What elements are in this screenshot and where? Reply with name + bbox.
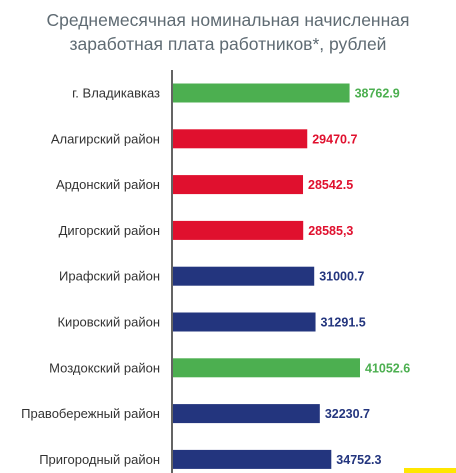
value-label-5: 31291.5 [321, 316, 366, 330]
category-label-6: Моздокский район [49, 360, 160, 375]
value-label-0: 38762.9 [355, 87, 400, 101]
decorative-corner-mark [404, 468, 456, 473]
category-label-5: Кировский район [57, 315, 160, 330]
bar-7 [173, 404, 320, 424]
value-label-2: 28542.5 [308, 178, 353, 192]
category-label-2: Ардонский район [56, 177, 160, 192]
value-label-4: 31000.7 [319, 270, 364, 284]
bar-2 [173, 175, 304, 195]
bar-6 [173, 358, 360, 378]
value-label-1: 29470.7 [312, 132, 357, 146]
bar-8 [173, 449, 332, 469]
category-label-8: Пригородный район [39, 452, 160, 467]
bar-3 [173, 220, 304, 240]
value-label-7: 32230.7 [325, 407, 370, 421]
category-label-3: Дигорский район [59, 223, 160, 238]
bar-5 [173, 312, 316, 332]
value-label-6: 41052.6 [365, 361, 410, 375]
chart-title-line-1: Среднемесячная номинальная начисленная [46, 10, 410, 30]
chart-title: Среднемесячная номинальная начисленная з… [0, 8, 456, 56]
category-label-4: Ирафский район [59, 269, 160, 284]
value-label-8: 34752.3 [336, 453, 381, 467]
value-label-3: 28585,3 [308, 224, 353, 238]
bar-0 [173, 83, 350, 103]
bar-1 [173, 129, 308, 149]
bar-4 [173, 266, 315, 286]
chart-title-line-2: заработная плата работников*, рублей [69, 34, 387, 54]
category-label-1: Алагирский район [51, 131, 160, 146]
category-label-7: Правобережный район [21, 406, 160, 421]
category-label-0: г. Владикавказ [72, 86, 160, 101]
